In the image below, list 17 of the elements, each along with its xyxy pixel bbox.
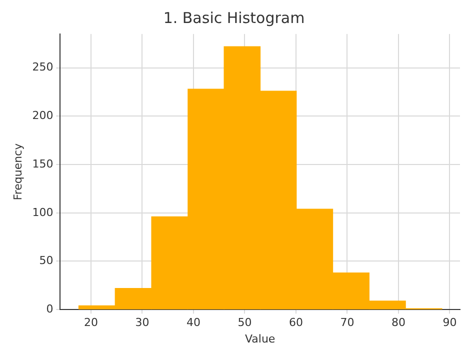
x-tick-label: 30 xyxy=(135,316,150,330)
y-tick-label: 100 xyxy=(32,206,54,219)
x-axis-title: Value xyxy=(244,332,276,346)
x-tick-label: 50 xyxy=(238,316,252,330)
x-tick-label: 90 xyxy=(442,316,457,330)
y-tick-label: 250 xyxy=(32,60,54,74)
y-tick-label: 50 xyxy=(39,254,54,268)
y-tick-label: 150 xyxy=(32,157,54,170)
x-tick-label: 80 xyxy=(391,316,406,330)
x-tick-label: 40 xyxy=(186,316,200,330)
x-tick-label: 20 xyxy=(84,316,98,330)
y-tick-label: 200 xyxy=(32,109,54,122)
x-tick-label: 60 xyxy=(288,316,303,330)
y-axis-title: Frequency xyxy=(11,142,24,200)
x-tick-label: 70 xyxy=(340,316,354,330)
chart-title: 1. Basic Histogram xyxy=(163,8,305,27)
y-tick-label: 0 xyxy=(46,302,54,316)
